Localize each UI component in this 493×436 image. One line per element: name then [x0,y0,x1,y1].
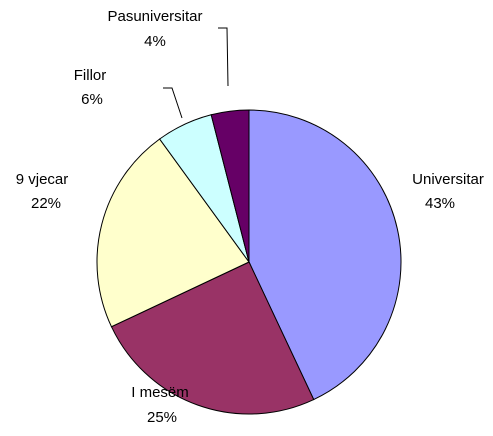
pie-slice [96,138,250,328]
slice-value-label: 25% [147,409,177,426]
pie-slice [248,109,402,401]
slice-value-label: 22% [31,195,61,212]
slice-label: Pasuniversitar [107,8,202,25]
slice-label: I mesëm [131,384,189,401]
pie-slice [210,109,250,263]
slice-value-label: 4% [144,33,166,50]
slice-value-label: 6% [81,91,103,108]
pie-slice [110,261,315,415]
leader-line [163,87,183,119]
slice-value-label: 43% [425,195,455,212]
slice-label: Universitar [412,171,484,188]
slice-label: 9 vjecar [16,171,69,188]
slice-label: Fillor [74,67,107,84]
leader-line [218,27,229,87]
